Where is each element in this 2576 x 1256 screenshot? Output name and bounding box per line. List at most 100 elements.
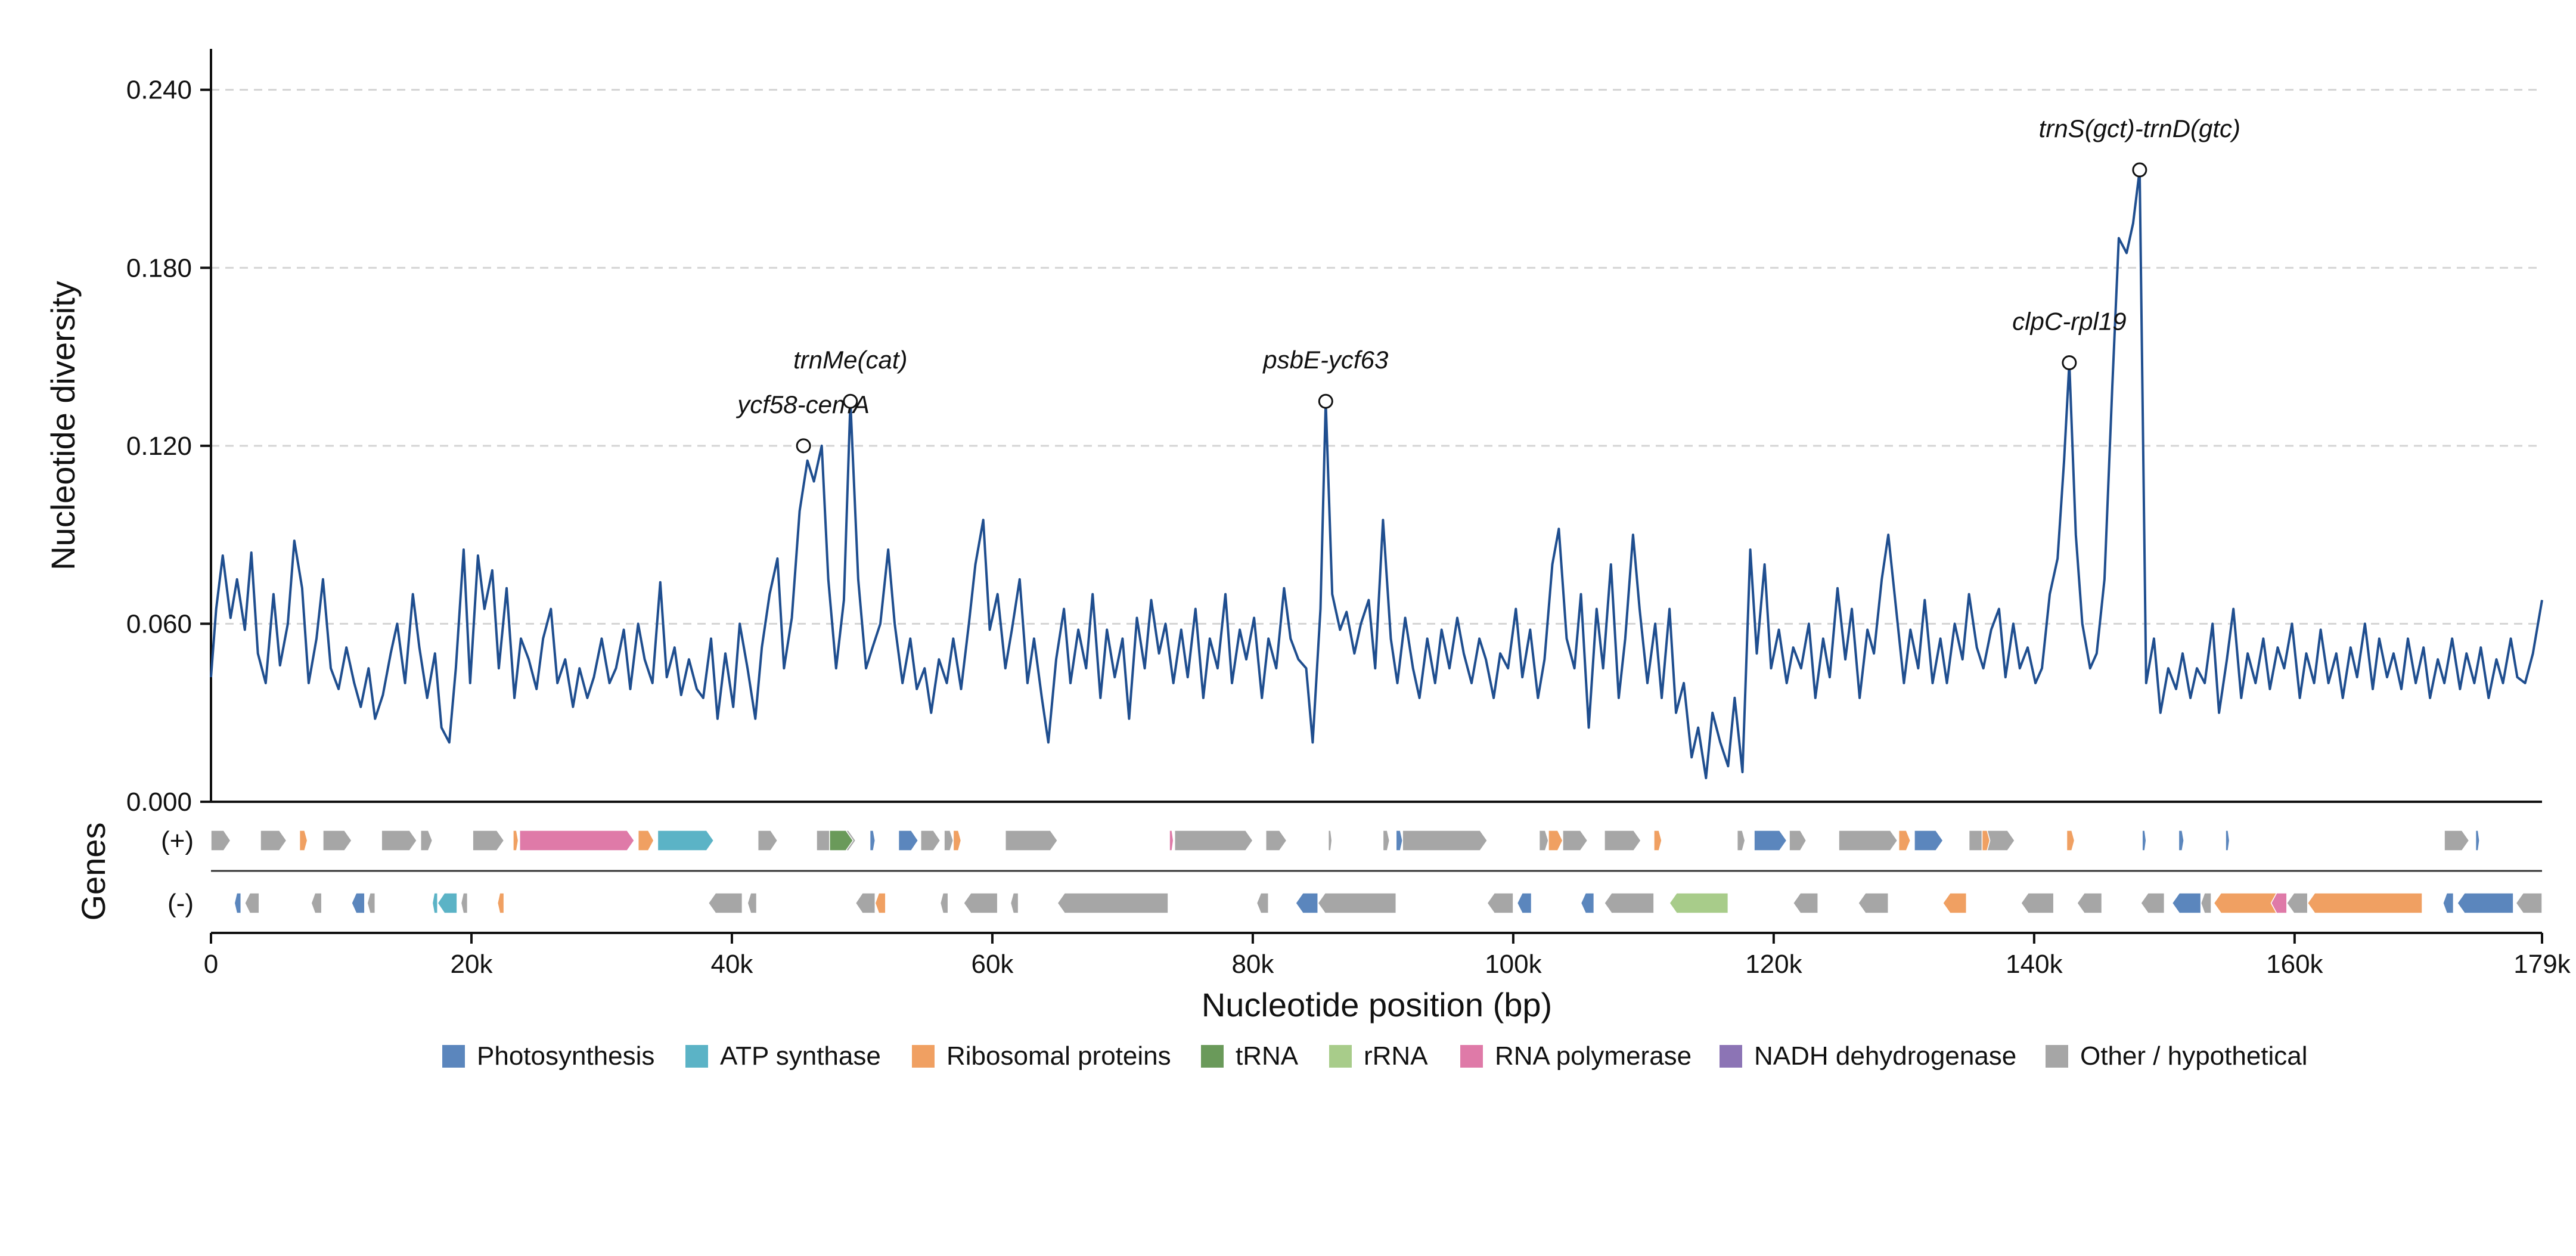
gene-block <box>460 892 468 914</box>
gene-block <box>496 892 505 914</box>
peak-marker <box>796 438 811 454</box>
gene-block <box>1792 892 1818 914</box>
x-tick-label: 120k <box>1745 950 1802 979</box>
gene-block <box>829 830 854 851</box>
gene-block <box>1838 830 1898 851</box>
legend-label-rrna: rRNA <box>1364 1041 1428 1071</box>
legend-swatch-nadh <box>1720 1045 1742 1068</box>
gene-block <box>1562 830 1588 851</box>
gene-block <box>299 830 308 851</box>
x-tick-label: 40k <box>710 950 753 979</box>
gene-block <box>952 830 962 851</box>
genes-plus-strand <box>210 830 2480 851</box>
gene-block <box>1005 830 1059 851</box>
gene-block <box>2442 892 2454 914</box>
gene-track-label: Genes <box>75 823 112 921</box>
gene-block <box>1942 892 1967 914</box>
gene-block <box>351 892 365 914</box>
gene-block <box>2307 892 2423 914</box>
gene-block <box>874 892 886 914</box>
gene-block <box>1981 830 1991 851</box>
x-axis-ticks: 0 20k 40k 60k 80k 100k 120k 140k 160k 179k <box>204 933 2571 979</box>
gene-block <box>311 892 322 914</box>
gene-block <box>1486 892 1514 914</box>
gene-block <box>920 830 941 851</box>
legend-label-ribosomal: Ribosomal proteins <box>946 1041 1171 1071</box>
legend-label-nadh: NADH dehydrogenase <box>1754 1041 2016 1071</box>
gene-block <box>1857 892 1889 914</box>
gene-block <box>1010 892 1019 914</box>
gene-block <box>1169 830 1174 851</box>
gene-block <box>2444 830 2470 851</box>
gene-block <box>513 830 519 851</box>
peak-marker <box>1318 393 1333 409</box>
x-tick-label: 100k <box>1485 950 1542 979</box>
gene-block <box>869 830 876 851</box>
gene-block <box>1327 830 1333 851</box>
y-tick-label: 0.240 <box>126 76 192 105</box>
gene-block <box>963 892 998 914</box>
y-tick-label: 0.120 <box>126 432 192 461</box>
gene-block <box>2171 892 2202 914</box>
gene-block <box>210 830 231 851</box>
peak-marker <box>2062 355 2077 370</box>
gene-block <box>1057 892 1169 914</box>
gene-block <box>2178 830 2184 851</box>
gene-block <box>1603 892 1655 914</box>
y-tick-label: 0.000 <box>126 787 192 817</box>
legend-label-trna: tRNA <box>1236 1041 1299 1071</box>
gene-block <box>657 830 715 851</box>
gene-block <box>519 830 635 851</box>
peak-label: trnMe(cat) <box>793 346 907 374</box>
gene-block <box>234 892 242 914</box>
legend-swatch-trna <box>1201 1045 1224 1068</box>
y-tick-label: 0.060 <box>126 609 192 638</box>
peak-label: psbE-ycf63 <box>1262 346 1388 374</box>
gene-block <box>757 830 778 851</box>
gene-block <box>432 892 438 914</box>
gene-block <box>1402 830 1488 851</box>
peak-marker <box>843 393 858 409</box>
peak-label: clpC-rpl19 <box>2012 307 2126 335</box>
legend-label-photo: Photosynthesis <box>477 1041 654 1071</box>
gene-block <box>2225 830 2230 851</box>
gene-block <box>2021 892 2054 914</box>
gene-block <box>1548 830 1563 851</box>
gene-block <box>2142 830 2147 851</box>
strand-label-minus: (-) <box>167 889 194 918</box>
gene-block <box>2286 892 2308 914</box>
gene-block <box>637 830 654 851</box>
gene-block <box>2515 892 2543 914</box>
gene-block <box>2200 892 2212 914</box>
x-tick-label: 0 <box>204 950 218 979</box>
gene-block <box>1653 830 1662 851</box>
legend-swatch-photo <box>442 1045 465 1068</box>
gene-block <box>1968 830 2016 851</box>
gene-block <box>2077 892 2103 914</box>
gene-block <box>1516 892 1532 914</box>
gene-block <box>1256 892 1269 914</box>
gene-block <box>1669 892 1729 914</box>
gene-block <box>1317 892 1397 914</box>
legend-label-other: Other / hypothetical <box>2080 1041 2308 1071</box>
x-tick-label: 60k <box>971 950 1014 979</box>
gene-block <box>2213 892 2282 914</box>
gene-block <box>1382 830 1391 851</box>
gene-block <box>1265 830 1287 851</box>
gene-block <box>2140 892 2165 914</box>
gene-block <box>2066 830 2075 851</box>
legend-label-rnapol: RNA polymerase <box>1495 1041 1692 1071</box>
peak-marker <box>2132 162 2147 178</box>
x-tick-label: 160k <box>2266 950 2323 979</box>
gene-block <box>1580 892 1595 914</box>
gene-block <box>381 830 418 851</box>
x-axis-title: Nucleotide position (bp) <box>1202 986 1552 1024</box>
genes-minus-strand <box>234 892 2543 914</box>
gene-block <box>1295 892 1318 914</box>
gene-block <box>367 892 376 914</box>
legend-label-atp: ATP synthase <box>720 1041 881 1071</box>
gene-block <box>260 830 287 851</box>
legend: Photosynthesis ATP synthase Ribosomal prot… <box>442 1041 2308 1071</box>
legend-swatch-rrna <box>1329 1045 1352 1068</box>
